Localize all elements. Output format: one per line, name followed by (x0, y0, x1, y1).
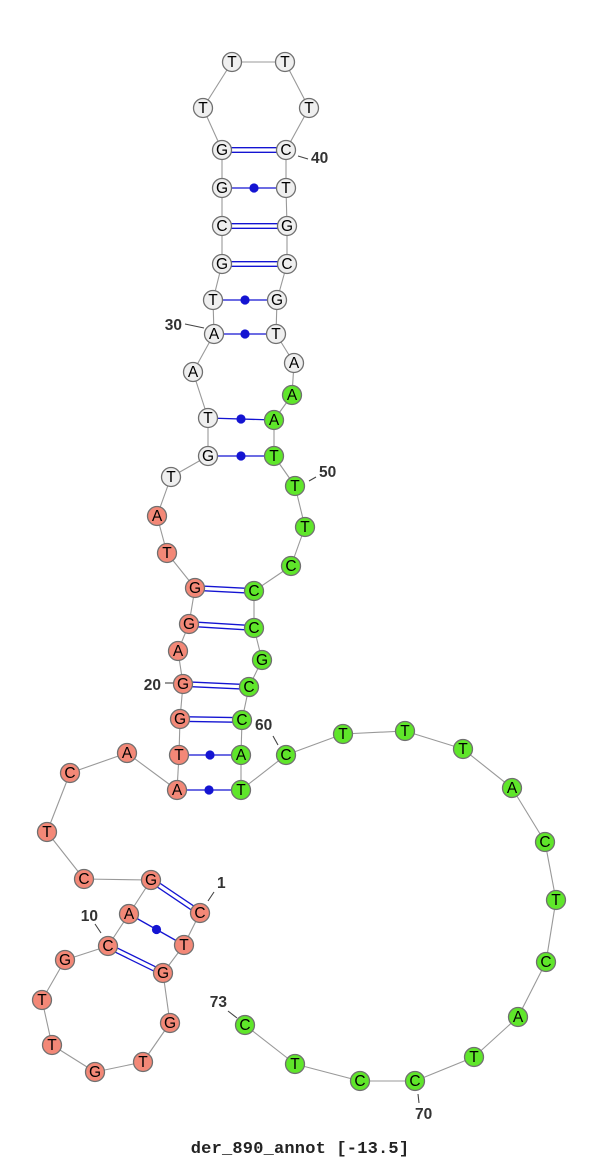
svg-text:G: G (183, 616, 195, 633)
svg-text:C: C (248, 583, 259, 600)
svg-text:T: T (236, 782, 246, 799)
svg-text:T: T (42, 824, 52, 841)
svg-text:T: T (458, 741, 468, 758)
svg-text:T: T (551, 892, 561, 909)
svg-text:A: A (173, 643, 184, 660)
svg-text:A: A (287, 387, 298, 404)
svg-text:G: G (281, 218, 293, 235)
svg-text:T: T (300, 519, 310, 536)
svg-text:73: 73 (210, 994, 228, 1011)
svg-text:G: G (216, 256, 228, 273)
svg-text:A: A (513, 1009, 524, 1026)
svg-text:A: A (152, 508, 163, 525)
svg-text:A: A (289, 355, 300, 372)
svg-text:40: 40 (311, 150, 328, 167)
svg-text:G: G (189, 580, 201, 597)
svg-text:T: T (162, 545, 172, 562)
svg-text:T: T (198, 100, 208, 117)
svg-text:T: T (269, 448, 279, 465)
svg-text:10: 10 (81, 908, 98, 925)
svg-text:T: T (179, 937, 189, 954)
svg-text:C: C (236, 712, 247, 729)
svg-text:T: T (290, 1056, 300, 1073)
svg-text:T: T (47, 1037, 57, 1054)
svg-text:G: G (216, 142, 228, 159)
svg-text:G: G (157, 965, 169, 982)
svg-text:C: C (539, 834, 550, 851)
svg-text:G: G (216, 180, 228, 197)
svg-text:A: A (172, 782, 183, 799)
svg-text:C: C (216, 218, 227, 235)
svg-text:20: 20 (144, 677, 161, 694)
svg-text:T: T (400, 723, 410, 740)
svg-text:G: G (256, 652, 268, 669)
svg-text:A: A (122, 745, 133, 762)
svg-text:G: G (89, 1064, 101, 1081)
svg-text:C: C (354, 1073, 365, 1090)
svg-text:T: T (138, 1054, 148, 1071)
svg-text:C: C (64, 765, 75, 782)
svg-text:T: T (280, 54, 290, 71)
svg-text:C: C (280, 747, 291, 764)
svg-text:T: T (174, 747, 184, 764)
svg-text:G: G (177, 676, 189, 693)
svg-text:T: T (281, 180, 291, 197)
svg-text:G: G (164, 1015, 176, 1032)
svg-text:C: C (239, 1017, 250, 1034)
svg-text:60: 60 (255, 717, 272, 734)
svg-text:C: C (409, 1073, 420, 1090)
svg-text:T: T (304, 100, 314, 117)
svg-text:T: T (227, 54, 237, 71)
svg-text:T: T (203, 410, 213, 427)
svg-text:A: A (124, 906, 135, 923)
svg-text:T: T (469, 1049, 479, 1066)
svg-text:A: A (209, 326, 220, 343)
svg-text:C: C (248, 620, 259, 637)
svg-text:C: C (78, 871, 89, 888)
svg-text:T: T (290, 478, 300, 495)
svg-text:A: A (236, 747, 247, 764)
svg-text:C: C (280, 142, 291, 159)
svg-text:C: C (194, 905, 205, 922)
svg-text:C: C (281, 256, 292, 273)
svg-text:T: T (208, 292, 218, 309)
svg-text:G: G (271, 292, 283, 309)
svg-text:G: G (59, 952, 71, 969)
svg-text:50: 50 (319, 464, 336, 481)
svg-text:C: C (285, 558, 296, 575)
svg-text:T: T (338, 726, 348, 743)
svg-text:A: A (188, 364, 199, 381)
svg-text:70: 70 (415, 1106, 432, 1123)
svg-text:1: 1 (217, 875, 226, 892)
svg-text:A: A (507, 780, 518, 797)
svg-text:G: G (145, 872, 157, 889)
svg-text:C: C (102, 938, 113, 955)
svg-text:30: 30 (165, 317, 182, 334)
svg-text:T: T (166, 469, 176, 486)
svg-text:C: C (540, 954, 551, 971)
svg-text:T: T (271, 326, 281, 343)
svg-text:A: A (269, 412, 280, 429)
svg-text:C: C (243, 679, 254, 696)
svg-text:G: G (174, 711, 186, 728)
svg-text:G: G (202, 448, 214, 465)
svg-text:T: T (37, 992, 47, 1009)
